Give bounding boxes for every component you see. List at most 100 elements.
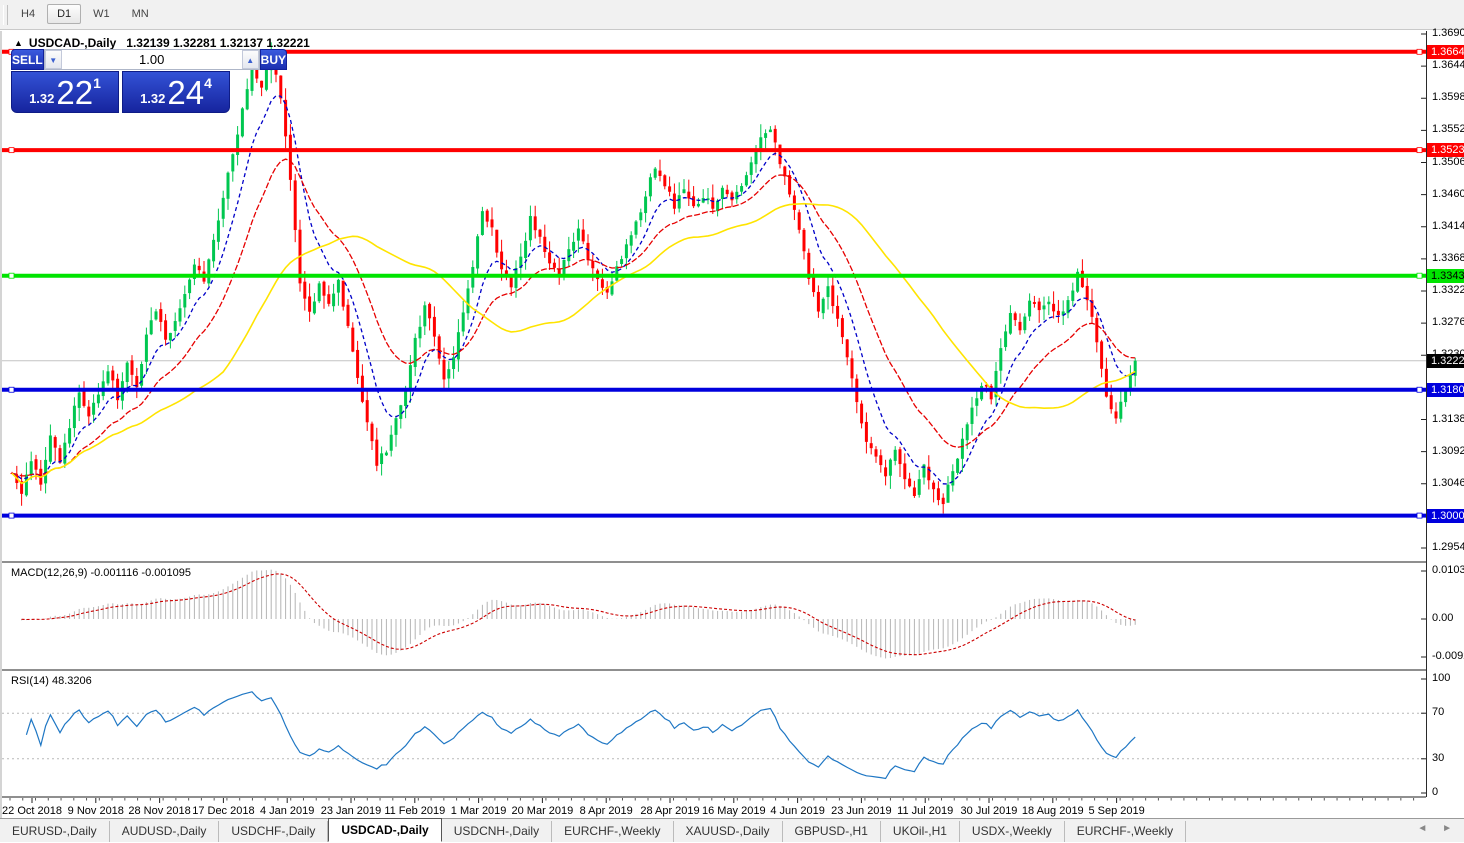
- macd-chart[interactable]: [2, 563, 1426, 669]
- timeframe-toolbar: H4 D1 W1 MN: [0, 0, 1464, 30]
- macd-tick-label: 0.010311: [1432, 564, 1464, 576]
- tab-eurchf-weekly[interactable]: EURCHF-,Weekly: [1065, 821, 1187, 842]
- timeframe-mn[interactable]: MN: [131, 8, 149, 20]
- sell-button[interactable]: SELL: [11, 49, 44, 70]
- level-handle: [1416, 512, 1423, 519]
- sell-price-button[interactable]: 1.32 22 1: [11, 71, 119, 113]
- tab-eurchf-weekly[interactable]: EURCHF-,Weekly: [552, 821, 674, 842]
- date-label: 28 Nov 2018: [128, 805, 190, 817]
- date-label: 11 Feb 2019: [384, 805, 445, 817]
- rsi-line: [25, 691, 1136, 780]
- timeframe-d1[interactable]: D1: [47, 4, 82, 24]
- time-axis[interactable]: 22 Oct 2018 9 Nov 2018 28 Nov 2018 17 Dec 2…: [2, 798, 1426, 818]
- level-handle: [8, 386, 15, 393]
- rsi-tick-label: 30: [1432, 751, 1445, 764]
- tab-usdcad-daily[interactable]: USDCAD-,Daily: [328, 818, 442, 842]
- level-handle: [1416, 48, 1423, 55]
- price-tick-label: 1.33680: [1432, 251, 1464, 264]
- tab-eurusd-daily[interactable]: EURUSD-,Daily: [0, 821, 110, 842]
- price-axis[interactable]: 1.36900 1.36440 1.35980 1.35520 1.35060 1.346…: [1426, 27, 1464, 798]
- timeframe-buttons: H4 D1 W1 MN: [10, 0, 160, 24]
- date-label: 9 Nov 2018: [68, 805, 124, 817]
- price-level-badge: 1.30004: [1427, 508, 1464, 523]
- price-tick-label: 1.31380: [1432, 412, 1464, 425]
- price-level-badge: 1.35237: [1427, 143, 1464, 158]
- level-handle: [8, 512, 15, 519]
- date-label: 28 Apr 2019: [640, 805, 699, 817]
- ohlc-quotes: 1.32139 1.32281 1.32137 1.32221: [126, 36, 310, 50]
- rsi-label: RSI(14) 48.3206: [11, 675, 92, 687]
- current-price-badge: 1.32221: [1427, 353, 1464, 368]
- pane-divider[interactable]: [2, 669, 1426, 672]
- price-chart[interactable]: [2, 31, 1426, 561]
- tab-gbpusd-h1[interactable]: GBPUSD-,H1: [783, 821, 881, 842]
- price-tick-label: 1.35520: [1432, 123, 1464, 136]
- level-handle: [1416, 386, 1423, 393]
- price-level-badge: 1.36645: [1427, 44, 1464, 59]
- price-tick-label: 1.30460: [1432, 476, 1464, 489]
- rsi-tick-label: 100: [1432, 672, 1451, 684]
- ma-fast: [11, 95, 1136, 485]
- one-click-trading-panel: SELL ▼ ▲ BUY 1.32 22 1 1.32 24 4: [11, 49, 288, 113]
- volume-input[interactable]: [61, 50, 242, 69]
- date-label: 16 May 2019: [702, 805, 766, 817]
- volume-spinner: ▼ ▲: [43, 49, 260, 70]
- candles: [10, 42, 1137, 514]
- level-handle: [1416, 147, 1423, 154]
- sell-price-sup: 1: [93, 75, 101, 91]
- price-tick-label: 1.35980: [1432, 91, 1464, 104]
- rsi-chart[interactable]: [2, 671, 1426, 796]
- macd-label: MACD(12,26,9) -0.001116 -0.001095: [11, 567, 191, 579]
- chart-tabs: EURUSD-,Daily AUDUSD-,Daily USDCHF-,Daily U…: [0, 818, 1464, 842]
- volume-increase-button[interactable]: ▲: [241, 50, 259, 69]
- price-tick-label: 1.34600: [1432, 187, 1464, 200]
- symbol-name: USDCAD-,Daily: [28, 36, 117, 50]
- rsi-tick-label: 0: [1432, 786, 1439, 798]
- date-label: 18 Aug 2019: [1022, 805, 1084, 817]
- date-label: 11 Jul 2019: [897, 805, 953, 817]
- price-tick-label: 1.36900: [1432, 27, 1464, 39]
- volume-decrease-button[interactable]: ▼: [44, 50, 62, 69]
- tab-xauusd-daily[interactable]: XAUUSD-,Daily: [674, 821, 783, 842]
- level-handle: [8, 147, 15, 154]
- chart-title: ▲ USDCAD-,Daily 1.32139 1.32281 1.32137 1.…: [14, 36, 310, 50]
- date-label: 22 Oct 2018: [2, 805, 62, 817]
- rsi-tick-label: 70: [1432, 706, 1445, 719]
- tab-usdcnh-daily[interactable]: USDCNH-,Daily: [442, 821, 553, 842]
- ma-medium: [11, 158, 1136, 477]
- collapse-panel-icon[interactable]: ▲: [14, 38, 23, 48]
- date-label: 23 Jan 2019: [321, 805, 382, 817]
- pane-divider[interactable]: [2, 561, 1426, 564]
- date-label: 4 Jun 2019: [770, 805, 824, 817]
- buy-price-sup: 4: [204, 75, 212, 91]
- date-label: 5 Sep 2019: [1088, 805, 1144, 817]
- buy-price-button[interactable]: 1.32 24 4: [122, 71, 230, 113]
- level-handle: [8, 272, 15, 279]
- tab-usdchf-daily[interactable]: USDCHF-,Daily: [219, 821, 329, 842]
- date-label: 30 Jul 2019: [961, 805, 1018, 817]
- macd-signal-line: [21, 573, 1136, 656]
- tab-scroll-arrows[interactable]: ◄ ►: [1417, 823, 1458, 834]
- sell-price-small: 1.32: [29, 91, 55, 106]
- buy-button[interactable]: BUY: [259, 49, 288, 70]
- date-label: 8 Apr 2019: [580, 805, 633, 817]
- date-label: 4 Jan 2019: [260, 805, 314, 817]
- price-tick-label: 1.36440: [1432, 59, 1464, 72]
- macd-tick-label: 0.00: [1432, 612, 1454, 624]
- tab-ukoil-h1[interactable]: UKOil-,H1: [881, 821, 960, 842]
- price-tick-label: 1.30920: [1432, 444, 1464, 457]
- price-level-badge: 1.33439: [1427, 268, 1464, 283]
- price-tick-label: 1.34140: [1432, 219, 1464, 232]
- date-label: 17 Dec 2018: [192, 805, 254, 817]
- macd-histogram: [21, 569, 1136, 659]
- tab-usdx-weekly[interactable]: USDX-,Weekly: [960, 821, 1065, 842]
- timeframe-w1[interactable]: W1: [93, 8, 110, 20]
- buy-price-small: 1.32: [140, 91, 166, 106]
- tab-audusd-daily[interactable]: AUDUSD-,Daily: [110, 821, 220, 842]
- sell-price-big: 22: [56, 74, 94, 111]
- price-tick-label: 1.35060: [1432, 155, 1464, 168]
- level-handle: [1416, 272, 1423, 279]
- price-tick-label: 1.33220: [1432, 284, 1464, 296]
- toolbar-grip[interactable]: [3, 5, 8, 25]
- timeframe-h4[interactable]: H4: [21, 8, 36, 20]
